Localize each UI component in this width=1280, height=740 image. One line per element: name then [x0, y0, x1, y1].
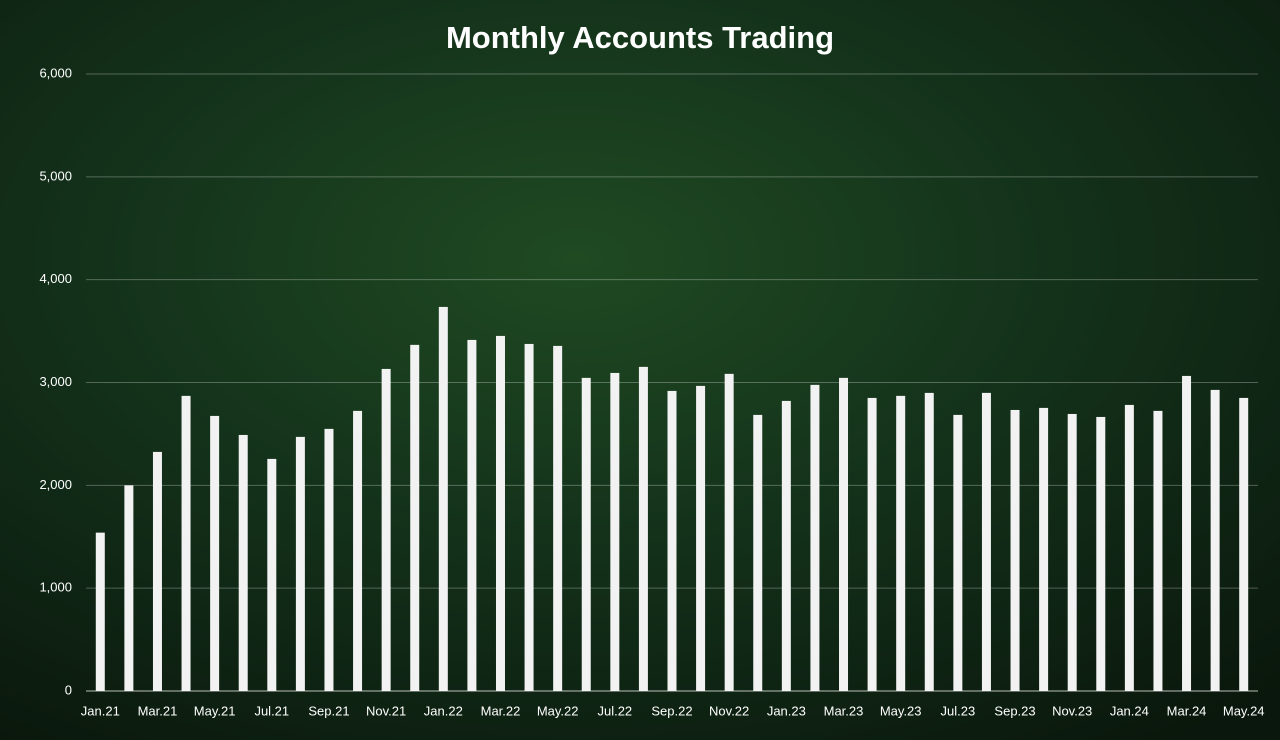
bar	[295, 436, 305, 691]
bar	[924, 392, 934, 691]
bar	[324, 428, 334, 691]
bar	[1153, 410, 1163, 691]
bar	[638, 366, 648, 691]
bar	[238, 434, 248, 691]
y-tick-label: 0	[65, 682, 72, 697]
x-tick-label: Jul.23	[941, 703, 976, 718]
bar	[724, 373, 734, 691]
x-tick-label: Jan.24	[1110, 703, 1149, 718]
bar	[124, 485, 134, 691]
bar	[381, 368, 391, 691]
bar	[1010, 409, 1020, 691]
x-tick-label: Jul.21	[254, 703, 289, 718]
bar	[1096, 416, 1106, 691]
bar	[1182, 375, 1192, 691]
bar	[1124, 404, 1134, 691]
bar	[152, 451, 162, 691]
y-tick-label: 2,000	[39, 477, 72, 492]
bar	[524, 343, 534, 691]
x-tick-label: Mar.21	[138, 703, 178, 718]
bar	[410, 344, 420, 691]
bar	[553, 345, 563, 691]
bar	[210, 415, 220, 691]
x-tick-label: Nov.21	[366, 703, 406, 718]
bar	[867, 397, 877, 691]
chart-title: Monthly Accounts Trading	[446, 20, 834, 55]
bar	[181, 395, 191, 691]
bar	[267, 458, 277, 691]
bar	[953, 414, 963, 691]
bar	[495, 335, 505, 691]
bar	[95, 532, 105, 691]
x-tick-label: Mar.24	[1167, 703, 1207, 718]
x-tick-label: Mar.22	[481, 703, 521, 718]
bar	[581, 377, 591, 691]
x-tick-label: May.22	[537, 703, 579, 718]
bar	[1210, 389, 1220, 691]
y-tick-label: 5,000	[39, 168, 72, 183]
x-tick-label: Jan.22	[424, 703, 463, 718]
bar	[896, 395, 906, 691]
x-tick-label: Jul.22	[597, 703, 632, 718]
y-tick-label: 1,000	[39, 580, 72, 595]
bar	[753, 414, 763, 691]
bar	[1039, 407, 1049, 691]
y-tick-label: 4,000	[39, 271, 72, 286]
bar	[810, 384, 820, 691]
x-tick-label: Sep.21	[308, 703, 349, 718]
x-tick-label: Mar.23	[824, 703, 864, 718]
bar	[1239, 397, 1249, 691]
x-tick-label: Nov.23	[1052, 703, 1092, 718]
x-tick-label: Jan.21	[81, 703, 120, 718]
bar	[781, 400, 791, 691]
x-tick-label: Jan.23	[767, 703, 806, 718]
x-tick-label: May.23	[880, 703, 922, 718]
y-tick-label: 6,000	[39, 65, 72, 80]
bar	[438, 306, 448, 691]
y-tick-label: 3,000	[39, 374, 72, 389]
bar	[981, 392, 991, 691]
bar	[696, 385, 706, 691]
x-tick-label: Nov.22	[709, 703, 749, 718]
bar	[610, 372, 620, 691]
x-tick-label: Sep.23	[994, 703, 1035, 718]
x-tick-label: May.24	[1223, 703, 1265, 718]
bar	[353, 410, 363, 691]
bar	[839, 377, 849, 691]
bar	[667, 390, 677, 691]
bar	[467, 339, 477, 691]
x-tick-label: Sep.22	[651, 703, 692, 718]
bar	[1067, 413, 1077, 691]
x-tick-label: May.21	[194, 703, 236, 718]
